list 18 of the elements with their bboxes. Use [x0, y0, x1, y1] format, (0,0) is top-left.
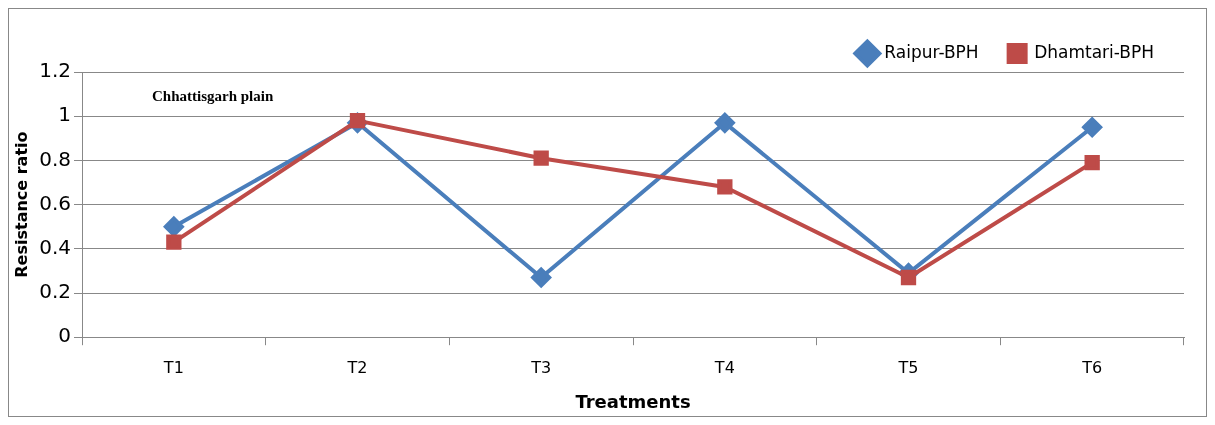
y-tick-label: 0.4 [39, 235, 72, 259]
x-tick-label: T1 [162, 357, 184, 377]
y-tick-label: 0.6 [39, 190, 72, 215]
legend-label: Dhamtari-BPH [1034, 41, 1155, 62]
x-tick-label: T4 [713, 357, 735, 377]
legend-label: Raipur-BPH [884, 41, 979, 62]
y-tick-label: 0.8 [39, 146, 72, 171]
x-tick-label: T6 [1081, 357, 1103, 377]
annotation: Chhattisgarh plain [152, 88, 274, 105]
y-tick-label: 0.2 [39, 279, 72, 304]
x-tick-label: T2 [346, 357, 368, 377]
y-tick-label: 1 [58, 102, 72, 127]
y-tick-label: 1.2 [39, 58, 72, 83]
x-tick-label: T5 [897, 357, 919, 377]
x-tick-label: T3 [530, 357, 552, 377]
x-axis-title: Treatments [575, 390, 691, 412]
y-axis-title: Resistance ratio [11, 131, 31, 278]
y-tick-label: 0 [58, 323, 72, 348]
